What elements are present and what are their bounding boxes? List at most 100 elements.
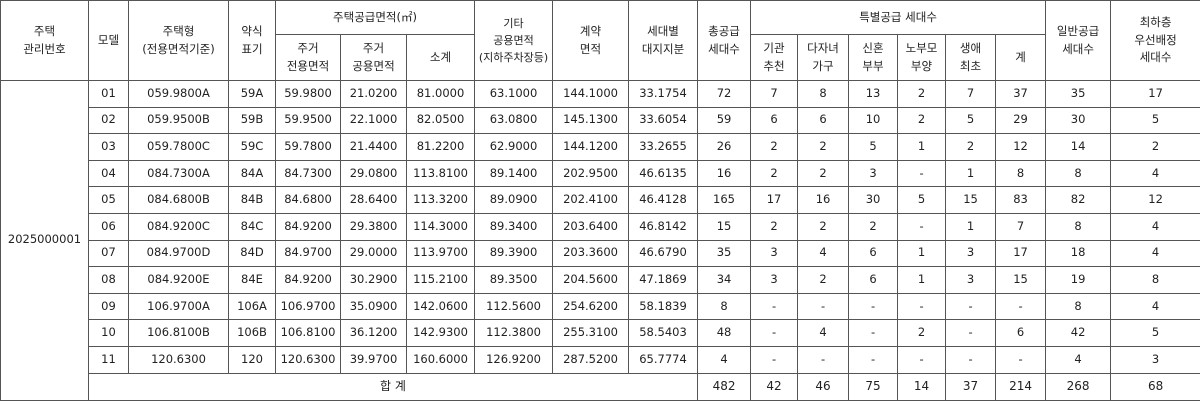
cell: 29.0000 <box>340 239 407 268</box>
cell: 05 <box>88 186 129 214</box>
cell: 106B <box>228 319 276 347</box>
cell: 8 <box>797 80 850 108</box>
cell: 084.9700D <box>128 239 229 268</box>
cell: 83 <box>995 186 1047 214</box>
cell: 21.4400 <box>340 133 407 161</box>
cell: 120.6300 <box>275 345 341 374</box>
cell: 144.1200 <box>552 133 630 161</box>
cell: - <box>848 319 899 347</box>
cell: - <box>995 292 1047 321</box>
header-cell: 최하층 우선배정 세대수 <box>1110 0 1200 81</box>
header-cell: 주택형 (전용면적기준) <box>128 0 229 81</box>
cell: 7 <box>750 80 799 108</box>
data-row: 07 084.9700D 84D 84.9700 29.0000 113.9700 89.3… <box>1 239 1200 268</box>
cell: 204.5600 <box>552 266 630 294</box>
cell: 89.0900 <box>474 186 554 214</box>
cell: 113.3200 <box>405 186 476 214</box>
cell: 63.1000 <box>474 80 554 108</box>
cell: 5 <box>897 186 947 214</box>
total-cell: 42 <box>750 372 799 401</box>
cell: - <box>797 292 850 321</box>
cell: 6 <box>848 239 899 268</box>
total-cell: 37 <box>945 372 997 401</box>
cell: 35 <box>697 239 752 268</box>
cell: 3 <box>848 159 899 188</box>
cell: 37 <box>995 80 1047 108</box>
cell: 7 <box>945 80 997 108</box>
cell: 84.6800 <box>275 186 341 214</box>
cell: 084.9200E <box>128 266 229 294</box>
cell: 17 <box>1110 80 1200 108</box>
cell: 29 <box>995 106 1047 135</box>
cell: 59.9800 <box>275 80 341 108</box>
cell: - <box>945 345 997 374</box>
cell: - <box>897 159 947 188</box>
cell: 106A <box>228 292 276 321</box>
cell: 72 <box>697 80 752 108</box>
cell: 46.6790 <box>628 239 699 268</box>
cell: 6 <box>995 319 1047 347</box>
cell: 8 <box>1045 212 1112 241</box>
data-row: 09 106.9700A 106A 106.9700 35.0900 142.0600 11… <box>1 292 1200 321</box>
cell: 30.2900 <box>340 266 407 294</box>
cell: 01 <box>88 80 129 108</box>
cell: 39.9700 <box>340 345 407 374</box>
cell: 142.0600 <box>405 292 476 321</box>
cell: 4 <box>1110 212 1200 241</box>
cell: - <box>945 319 997 347</box>
cell: 84A <box>228 159 276 188</box>
cell: 106.9700A <box>128 292 229 321</box>
cell: 08 <box>88 266 129 294</box>
cell: 30 <box>1045 106 1112 135</box>
cell: 18 <box>1045 239 1112 268</box>
cell: 4 <box>1045 345 1112 374</box>
cell: - <box>848 292 899 321</box>
cell: 1 <box>897 133 947 161</box>
cell: 6 <box>750 106 799 135</box>
cell: 84E <box>228 266 276 294</box>
cell: 89.1400 <box>474 159 554 188</box>
sub-header-cell: 다자녀 가구 <box>797 34 850 81</box>
total-cell: 46 <box>797 372 850 401</box>
total-label: 합 계 <box>87 372 699 401</box>
cell: 30 <box>848 186 899 214</box>
cell: 58.1839 <box>628 292 699 321</box>
cell: 48 <box>697 319 752 347</box>
cell: 1 <box>897 266 947 294</box>
cell: 84C <box>228 212 276 241</box>
cell: 059.9500B <box>128 106 229 135</box>
cell: 35 <box>1045 80 1112 108</box>
cell: - <box>750 319 799 347</box>
data-row: 11 120.6300 120 120.6300 39.9700 160.6000 126.… <box>1 345 1200 374</box>
header-row: 주거 전용면적 주거 공용면적 소계 기관 추천 다자녀 가구 신혼 부부 노부모 부양 생애… <box>1 34 1200 81</box>
cell: 2 <box>848 212 899 241</box>
cell: 202.9500 <box>552 159 630 188</box>
header-row: 주택 관리번호 모델 주택형 (전용면적기준) 약식 표기 주택공급면적(㎡) 기타 공용… <box>0 0 1200 81</box>
cell: - <box>897 292 947 321</box>
cell: 2 <box>750 133 799 161</box>
total-cell: 68 <box>1110 372 1200 401</box>
cell: 89.3900 <box>474 239 554 268</box>
cell: 46.6135 <box>628 159 699 188</box>
header-cell: 총공급 세대수 <box>697 0 752 81</box>
cell: 46.4128 <box>628 186 699 214</box>
cell: 84.7300 <box>275 159 341 188</box>
cell: 8 <box>995 159 1047 188</box>
cell: - <box>750 345 799 374</box>
cell: 29.3800 <box>340 212 407 241</box>
cell: 82.0500 <box>405 106 476 135</box>
cell: 84D <box>228 239 276 268</box>
cell: 115.2100 <box>405 266 476 294</box>
cell: 203.6400 <box>552 212 630 241</box>
cell: 2 <box>750 212 799 241</box>
cell: 7 <box>995 212 1047 241</box>
total-row: 합 계 482 42 46 75 14 37 214 268 68 <box>1 372 1200 401</box>
cell: 126.9200 <box>474 345 554 374</box>
cell: 4 <box>797 239 850 268</box>
cell: 3 <box>750 239 799 268</box>
data-row: 06 084.9200C 84C 84.9200 29.3800 114.3000 89.3… <box>1 212 1200 241</box>
header-cell: 주택 관리번호 <box>0 0 89 81</box>
cell: 2 <box>945 133 997 161</box>
sub-header-cell: 계 <box>995 34 1047 81</box>
